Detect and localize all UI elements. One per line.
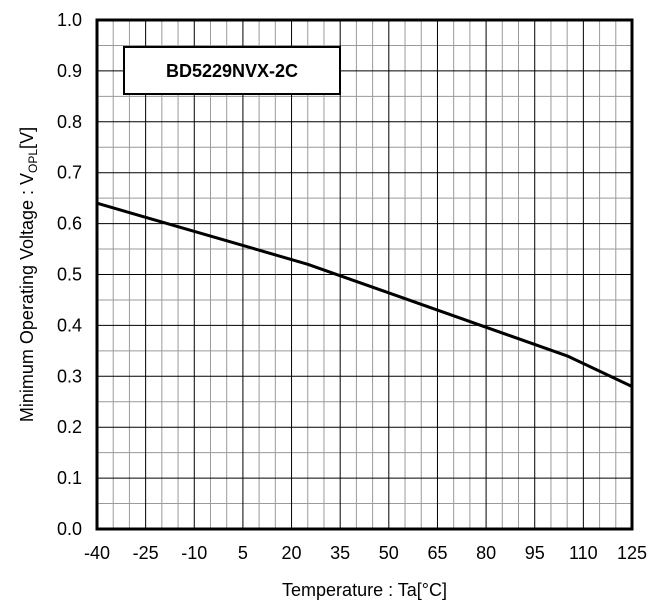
plot-frame — [95, 18, 634, 531]
annotation-label: BD5229NVX-2C — [166, 61, 298, 81]
y-axis-label-subscript: OPL — [26, 149, 40, 173]
grid — [96, 19, 633, 530]
y-tick-label: 1.0 — [57, 10, 82, 30]
x-tick-label: 20 — [282, 543, 302, 563]
series-layer — [96, 201, 633, 388]
y-tick-label: 0.4 — [57, 315, 82, 335]
x-tick-label: 110 — [569, 543, 598, 563]
y-axis-label-suffix: [V] — [17, 127, 37, 149]
x-tick-label: 95 — [525, 543, 545, 563]
series-line — [96, 201, 633, 388]
annotation-rect — [123, 46, 341, 95]
x-tick-label: 65 — [427, 543, 447, 563]
x-tick-label: 35 — [330, 543, 350, 563]
y-axis-label: Minimum Operating Voltage : VOPL[V] — [17, 127, 40, 422]
x-tick-label: -10 — [181, 543, 207, 563]
y-tick-labels: 0.0 0.1 0.2 0.3 0.4 0.5 0.6 0.7 0.8 0.9 1.0 — [57, 10, 82, 539]
x-tick-label: -40 — [84, 543, 110, 563]
y-tick-label: 0.9 — [57, 61, 82, 81]
x-tick-labels: -40 -25 -10 5 20 35 50 65 80 95 110 125 — [84, 543, 647, 563]
y-tick-label: 0.1 — [57, 468, 82, 488]
x-tick-label: 125 — [617, 543, 647, 563]
x-tick-label: 80 — [476, 543, 496, 563]
y-axis-label-prefix: Minimum Operating Voltage : V — [17, 173, 37, 422]
y-tick-label: 0.7 — [57, 163, 82, 183]
x-axis-label: Temperature : Ta[°C] — [282, 580, 447, 600]
x-tick-label: 5 — [238, 543, 248, 563]
y-tick-label: 0.3 — [57, 366, 82, 386]
annotation-box: BD5229NVX-2C — [123, 46, 341, 95]
y-tick-label: 0.6 — [57, 214, 82, 234]
y-tick-label: 0.8 — [57, 112, 82, 132]
x-tick-label: -25 — [133, 543, 159, 563]
y-tick-label: 0.0 — [57, 519, 82, 539]
y-tick-label: 0.5 — [57, 265, 82, 285]
x-tick-label: 50 — [379, 543, 399, 563]
y-tick-label: 0.2 — [57, 417, 82, 437]
